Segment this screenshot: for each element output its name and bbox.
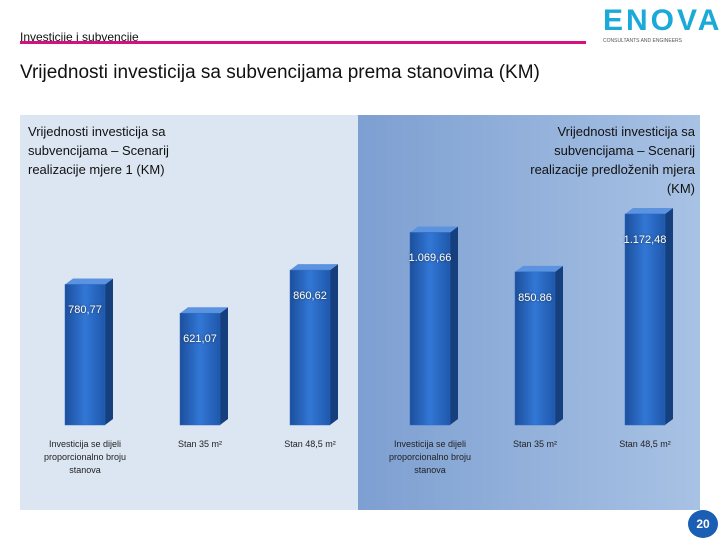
value-label: 621,07 — [183, 333, 217, 346]
bar-side — [330, 264, 338, 425]
category-label: Stan 35 m² — [512, 439, 558, 449]
bar-top — [515, 265, 563, 272]
panel-title: Vrijednosti investicija sa subvencijama … — [530, 124, 695, 196]
value-label: 1.172,48 — [623, 233, 667, 246]
category-label: Stan 35 m² — [177, 439, 223, 449]
category-label: Stan 48,5 m² — [619, 439, 671, 449]
value-label: 850.86 — [518, 291, 552, 304]
page-number: 20 — [688, 510, 718, 538]
bar — [179, 312, 221, 426]
bar-top — [290, 264, 338, 271]
bar — [624, 213, 666, 426]
bar-top — [410, 226, 458, 233]
bar-side — [220, 307, 228, 425]
bar-side — [450, 226, 458, 425]
header-rule — [20, 41, 586, 44]
bar-side — [105, 278, 113, 425]
category-label: Investicija se dijeli proporcionalno bro… — [388, 439, 472, 475]
section-label: Investicije i subvencije — [20, 30, 139, 44]
bar-side — [665, 207, 673, 425]
value-label: 780,77 — [68, 304, 102, 317]
category-label: Investicija se dijeli proporcionalno bro… — [43, 439, 127, 475]
bar-side — [555, 265, 563, 425]
bar-top — [625, 207, 673, 214]
bar — [409, 232, 451, 426]
bar — [289, 269, 331, 426]
bar — [514, 271, 556, 426]
panel-title: Vrijednosti investicija sa subvencijama … — [28, 124, 169, 177]
bar-top — [180, 307, 228, 314]
bar — [64, 284, 106, 426]
logo-tagline: CONSULTANTS AND ENGINEERS — [603, 38, 682, 44]
logo: ENOVA — [603, 4, 720, 37]
value-label: 860,62 — [293, 290, 327, 303]
value-label: 1.069,66 — [408, 252, 452, 265]
slide-title: Vrijednosti investicija sa subvencijama … — [20, 62, 540, 83]
bar-top — [65, 278, 113, 285]
category-label: Stan 48,5 m² — [284, 439, 336, 449]
